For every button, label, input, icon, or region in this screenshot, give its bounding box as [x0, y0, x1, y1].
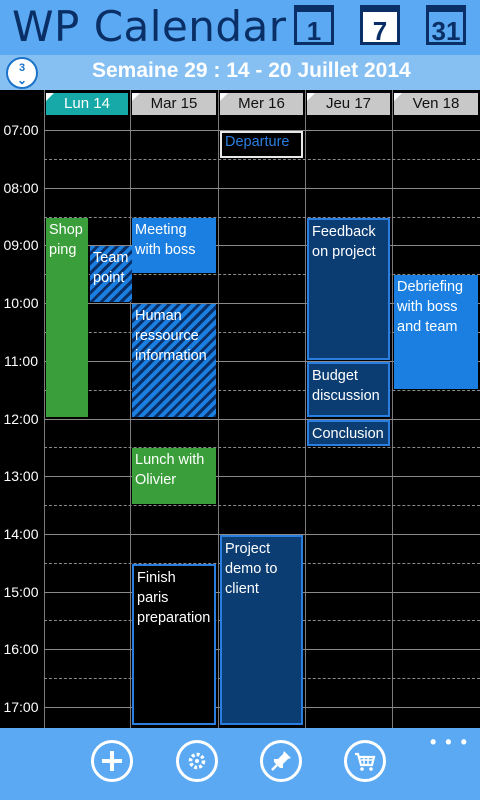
- week-dropdown-button[interactable]: 3 ⌄: [6, 57, 38, 89]
- week-view-button[interactable]: 7: [360, 5, 400, 46]
- calendar-event[interactable]: Team point: [90, 246, 132, 303]
- week-grid[interactable]: Lun 14 Mar 15 Mer 16 Jeu 17 Ven 18 07:00 08:00…: [0, 90, 480, 737]
- add-icon: [102, 751, 122, 771]
- day-header-label: Ven 18: [412, 95, 460, 112]
- hour-line: [44, 533, 480, 535]
- day-header[interactable]: Mar 15: [132, 93, 216, 115]
- time-label: 17:00: [3, 699, 39, 715]
- chevron-down-icon: ⌄: [16, 73, 28, 87]
- column-divider: [130, 90, 131, 728]
- column-divider: [392, 90, 393, 728]
- day-header[interactable]: Jeu 17: [307, 93, 390, 115]
- day-header-label: Mar 15: [150, 95, 198, 112]
- time-label: 15:00: [3, 583, 39, 600]
- cart-icon: [355, 752, 376, 771]
- hour-line: [44, 418, 480, 420]
- calendar-event[interactable]: Lunch with Olivier: [132, 448, 216, 505]
- half-hour-line: [44, 447, 480, 449]
- store-button[interactable]: [344, 740, 386, 782]
- event-title: Conclusion: [312, 425, 384, 442]
- week-bar: 3 ⌄ Semaine 29 : 14 - 20 Juillet 2014: [0, 55, 480, 90]
- half-hour-line: [44, 505, 480, 507]
- event-title: Departure: [225, 134, 290, 150]
- hour-line: [44, 187, 480, 189]
- calendar-event[interactable]: Finish paris preparation: [132, 563, 216, 726]
- event-title: Budget discussion: [312, 367, 380, 404]
- day-header-label: Mer 16: [238, 95, 285, 112]
- hour-line: [44, 303, 480, 305]
- event-title: Feedback on project: [312, 223, 376, 260]
- calendar-event[interactable]: Budget discussion: [307, 361, 390, 418]
- event-title: Project demo to client: [225, 540, 278, 597]
- half-hour-line: [44, 216, 480, 218]
- time-label: 12:00: [3, 410, 39, 427]
- time-label: 16:00: [3, 641, 39, 658]
- corner-marker-icon: [220, 93, 228, 101]
- calendar-event[interactable]: Departure: [220, 131, 303, 158]
- calendar-event[interactable]: Feedback on project: [307, 217, 390, 360]
- event-title: Debriefing with boss and team: [397, 279, 464, 336]
- day-header[interactable]: Lun 14: [46, 93, 128, 115]
- calendar-event[interactable]: Meeting with boss: [132, 217, 216, 274]
- day-header-label: Jeu 17: [325, 95, 372, 112]
- column-divider: [44, 90, 45, 728]
- app-header: WP Calendar 1 7 31: [0, 0, 480, 55]
- corner-marker-icon: [394, 93, 402, 101]
- app-bar: • • •: [0, 728, 480, 800]
- column-divider: [305, 90, 306, 728]
- corner-marker-icon: [132, 93, 140, 101]
- event-title: Human ressource information: [135, 308, 207, 365]
- time-label: 08:00: [3, 179, 39, 196]
- event-title: Team point: [93, 250, 129, 287]
- day-view-button[interactable]: 1: [294, 5, 334, 46]
- week-badge-number: 3: [18, 62, 26, 74]
- time-label: 11:00: [4, 352, 38, 369]
- column-divider: [218, 90, 219, 728]
- calendar-event[interactable]: Shop ping: [46, 217, 88, 418]
- event-title: Shop ping: [49, 221, 83, 258]
- corner-marker-icon: [307, 93, 315, 101]
- event-title: Finish paris preparation: [137, 569, 211, 626]
- time-label: 10:00: [3, 295, 39, 312]
- calendar-event[interactable]: Project demo to client: [220, 534, 303, 726]
- corner-marker-icon: [46, 93, 54, 101]
- week-title: Semaine 29 : 14 - 20 Juillet 2014: [92, 59, 411, 82]
- day-header-label: Lun 14: [64, 95, 110, 112]
- hour-line: [44, 245, 480, 247]
- event-title: Meeting with boss: [135, 221, 196, 258]
- hour-line: [44, 130, 480, 131]
- half-hour-line: [44, 331, 480, 333]
- add-event-button[interactable]: [91, 740, 133, 782]
- calendar-event[interactable]: Debriefing with boss and team: [394, 275, 478, 389]
- time-label: 07:00: [3, 122, 39, 138]
- half-hour-line: [44, 389, 480, 391]
- app-title: WP Calendar: [12, 2, 287, 51]
- hour-line: [44, 476, 480, 478]
- time-label: 09:00: [3, 237, 39, 254]
- time-label: 14:00: [3, 525, 39, 542]
- pin-button[interactable]: [260, 740, 302, 782]
- half-hour-line: [44, 158, 480, 160]
- day-header[interactable]: Mer 16: [220, 93, 303, 115]
- half-hour-line: [44, 274, 480, 276]
- calendar-event[interactable]: Human ressource information: [132, 304, 216, 418]
- calendar-event[interactable]: Conclusion: [307, 419, 390, 447]
- hour-line: [44, 360, 480, 362]
- more-options-button[interactable]: • • •: [430, 732, 469, 752]
- month-view-button[interactable]: 31: [426, 5, 466, 46]
- event-title: Lunch with Olivier: [135, 452, 205, 489]
- time-label: 13:00: [3, 468, 39, 485]
- day-header[interactable]: Ven 18: [394, 93, 478, 115]
- settings-button[interactable]: [176, 740, 218, 782]
- settings-icon: [188, 752, 206, 770]
- pin-icon: [271, 751, 291, 771]
